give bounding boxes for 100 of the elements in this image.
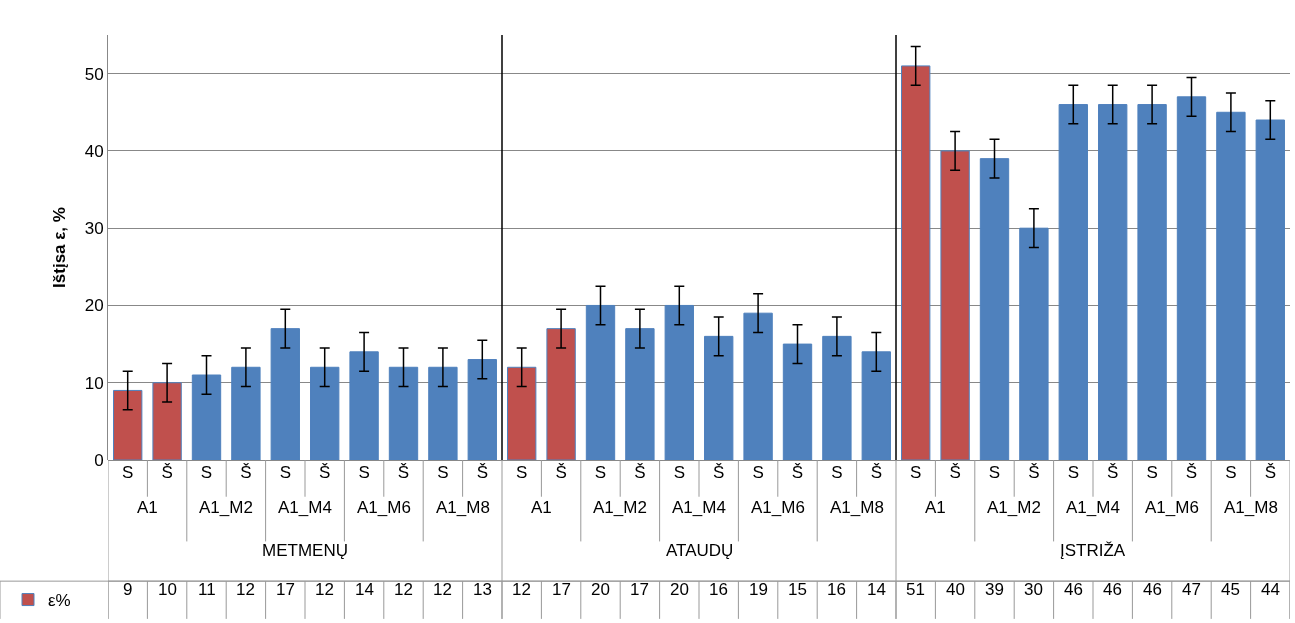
text: METMENŲ [262,541,348,560]
y-tick-label: 0 [94,450,104,470]
bar [1255,119,1285,460]
x-tick-label: Š [1264,463,1276,482]
x-tick-label: S [673,463,685,482]
x-tick-label: Š [476,463,488,482]
bar [704,335,734,460]
data-label: 19 [749,580,768,599]
data-label: 14 [355,580,374,599]
data-label: 39 [985,580,1004,599]
text: A1_M6 [357,498,411,517]
x-tick-label: Š [870,463,882,482]
data-label: 46 [1143,580,1162,599]
x-tick-label: S [437,463,449,482]
bar [152,382,182,460]
data-label: 30 [1024,580,1043,599]
data-label: 20 [591,580,610,599]
text: A1_M2 [593,498,647,517]
data-label: 51 [906,580,925,599]
text: A1_M6 [1145,498,1199,517]
text: A1 [137,498,158,517]
bar [782,343,813,460]
data-label: 47 [1182,580,1201,599]
data-label: 13 [473,580,492,599]
text: A1_M2 [199,498,253,517]
x-tick-label: Š [397,463,410,482]
bar [349,351,379,460]
x-tick-label: S [1225,463,1237,482]
bar [1176,96,1207,460]
bar [940,150,970,460]
bar [467,359,497,460]
y-tick-label: 20 [84,296,104,316]
x-tick-label: Š [949,463,961,482]
x-tick-label: S [516,463,528,482]
bar [113,389,143,460]
bar [546,328,576,460]
y-tick-label: 10 [84,373,104,393]
x-tick-label: Š [1107,463,1119,482]
x-tick-label: S [279,463,291,482]
x-tick-label: S [122,463,134,482]
bar [1019,227,1049,460]
bar [585,304,616,460]
bar [625,328,655,460]
data-label: 45 [1221,580,1240,599]
bar [1137,104,1167,460]
data-label: 40 [946,580,965,599]
text: A1_M8 [1224,498,1278,517]
x-tick-label: S [1146,463,1158,482]
x-tick-label: S [358,463,370,482]
text: A1_M2 [987,498,1041,517]
text: A1_M8 [436,498,490,517]
x-tick-label: Š [555,463,567,482]
x-tick-label: Š [1185,463,1198,482]
data-label: 9 [123,580,133,599]
legend-label: ε% [48,591,71,611]
bar [388,366,419,460]
x-tick-label: S [988,463,1001,482]
text: ATAUDŲ [666,541,734,560]
x-tick-label: S [594,463,607,482]
data-label: 16 [709,580,728,599]
x-tick-label: S [1067,463,1079,482]
x-tick-label: S [831,463,843,482]
data-label: 46 [1064,580,1083,599]
data-label: 17 [552,580,571,599]
x-tick-label: Š [161,463,173,482]
data-label: 14 [867,580,886,599]
bar [1058,104,1088,460]
text: A1 [531,498,552,517]
x-tick-label: S [910,463,922,482]
data-label: 44 [1261,580,1280,599]
bar [507,366,537,460]
x-tick-label: Š [1028,463,1040,482]
x-tick-label: Š [791,463,804,482]
data-label: 10 [158,580,177,599]
text: A1_M4 [672,498,726,517]
bar [822,335,852,460]
data-label: 17 [630,580,649,599]
bar [310,366,340,460]
data-label: 12 [315,580,334,599]
y-tick-label: 30 [84,219,104,239]
bar [191,374,222,460]
bar [901,65,931,460]
bar [979,158,1010,460]
data-label: 15 [788,580,807,599]
y-tick-label: 50 [84,64,104,84]
data-label: 20 [670,580,689,599]
bar [1216,111,1246,460]
bar [1098,104,1128,460]
bar [428,366,458,460]
x-tick-label: Š [634,463,646,482]
data-label: 12 [394,580,413,599]
text: ĮSTRIŽA [1060,541,1126,560]
data-label: 12 [433,580,452,599]
text: A1_M8 [830,498,884,517]
bar [664,304,694,460]
data-label: 16 [827,580,846,599]
y-tick-label: 40 [84,141,104,161]
data-label: 12 [512,580,531,599]
data-label: 46 [1103,580,1122,599]
bar [743,312,773,460]
